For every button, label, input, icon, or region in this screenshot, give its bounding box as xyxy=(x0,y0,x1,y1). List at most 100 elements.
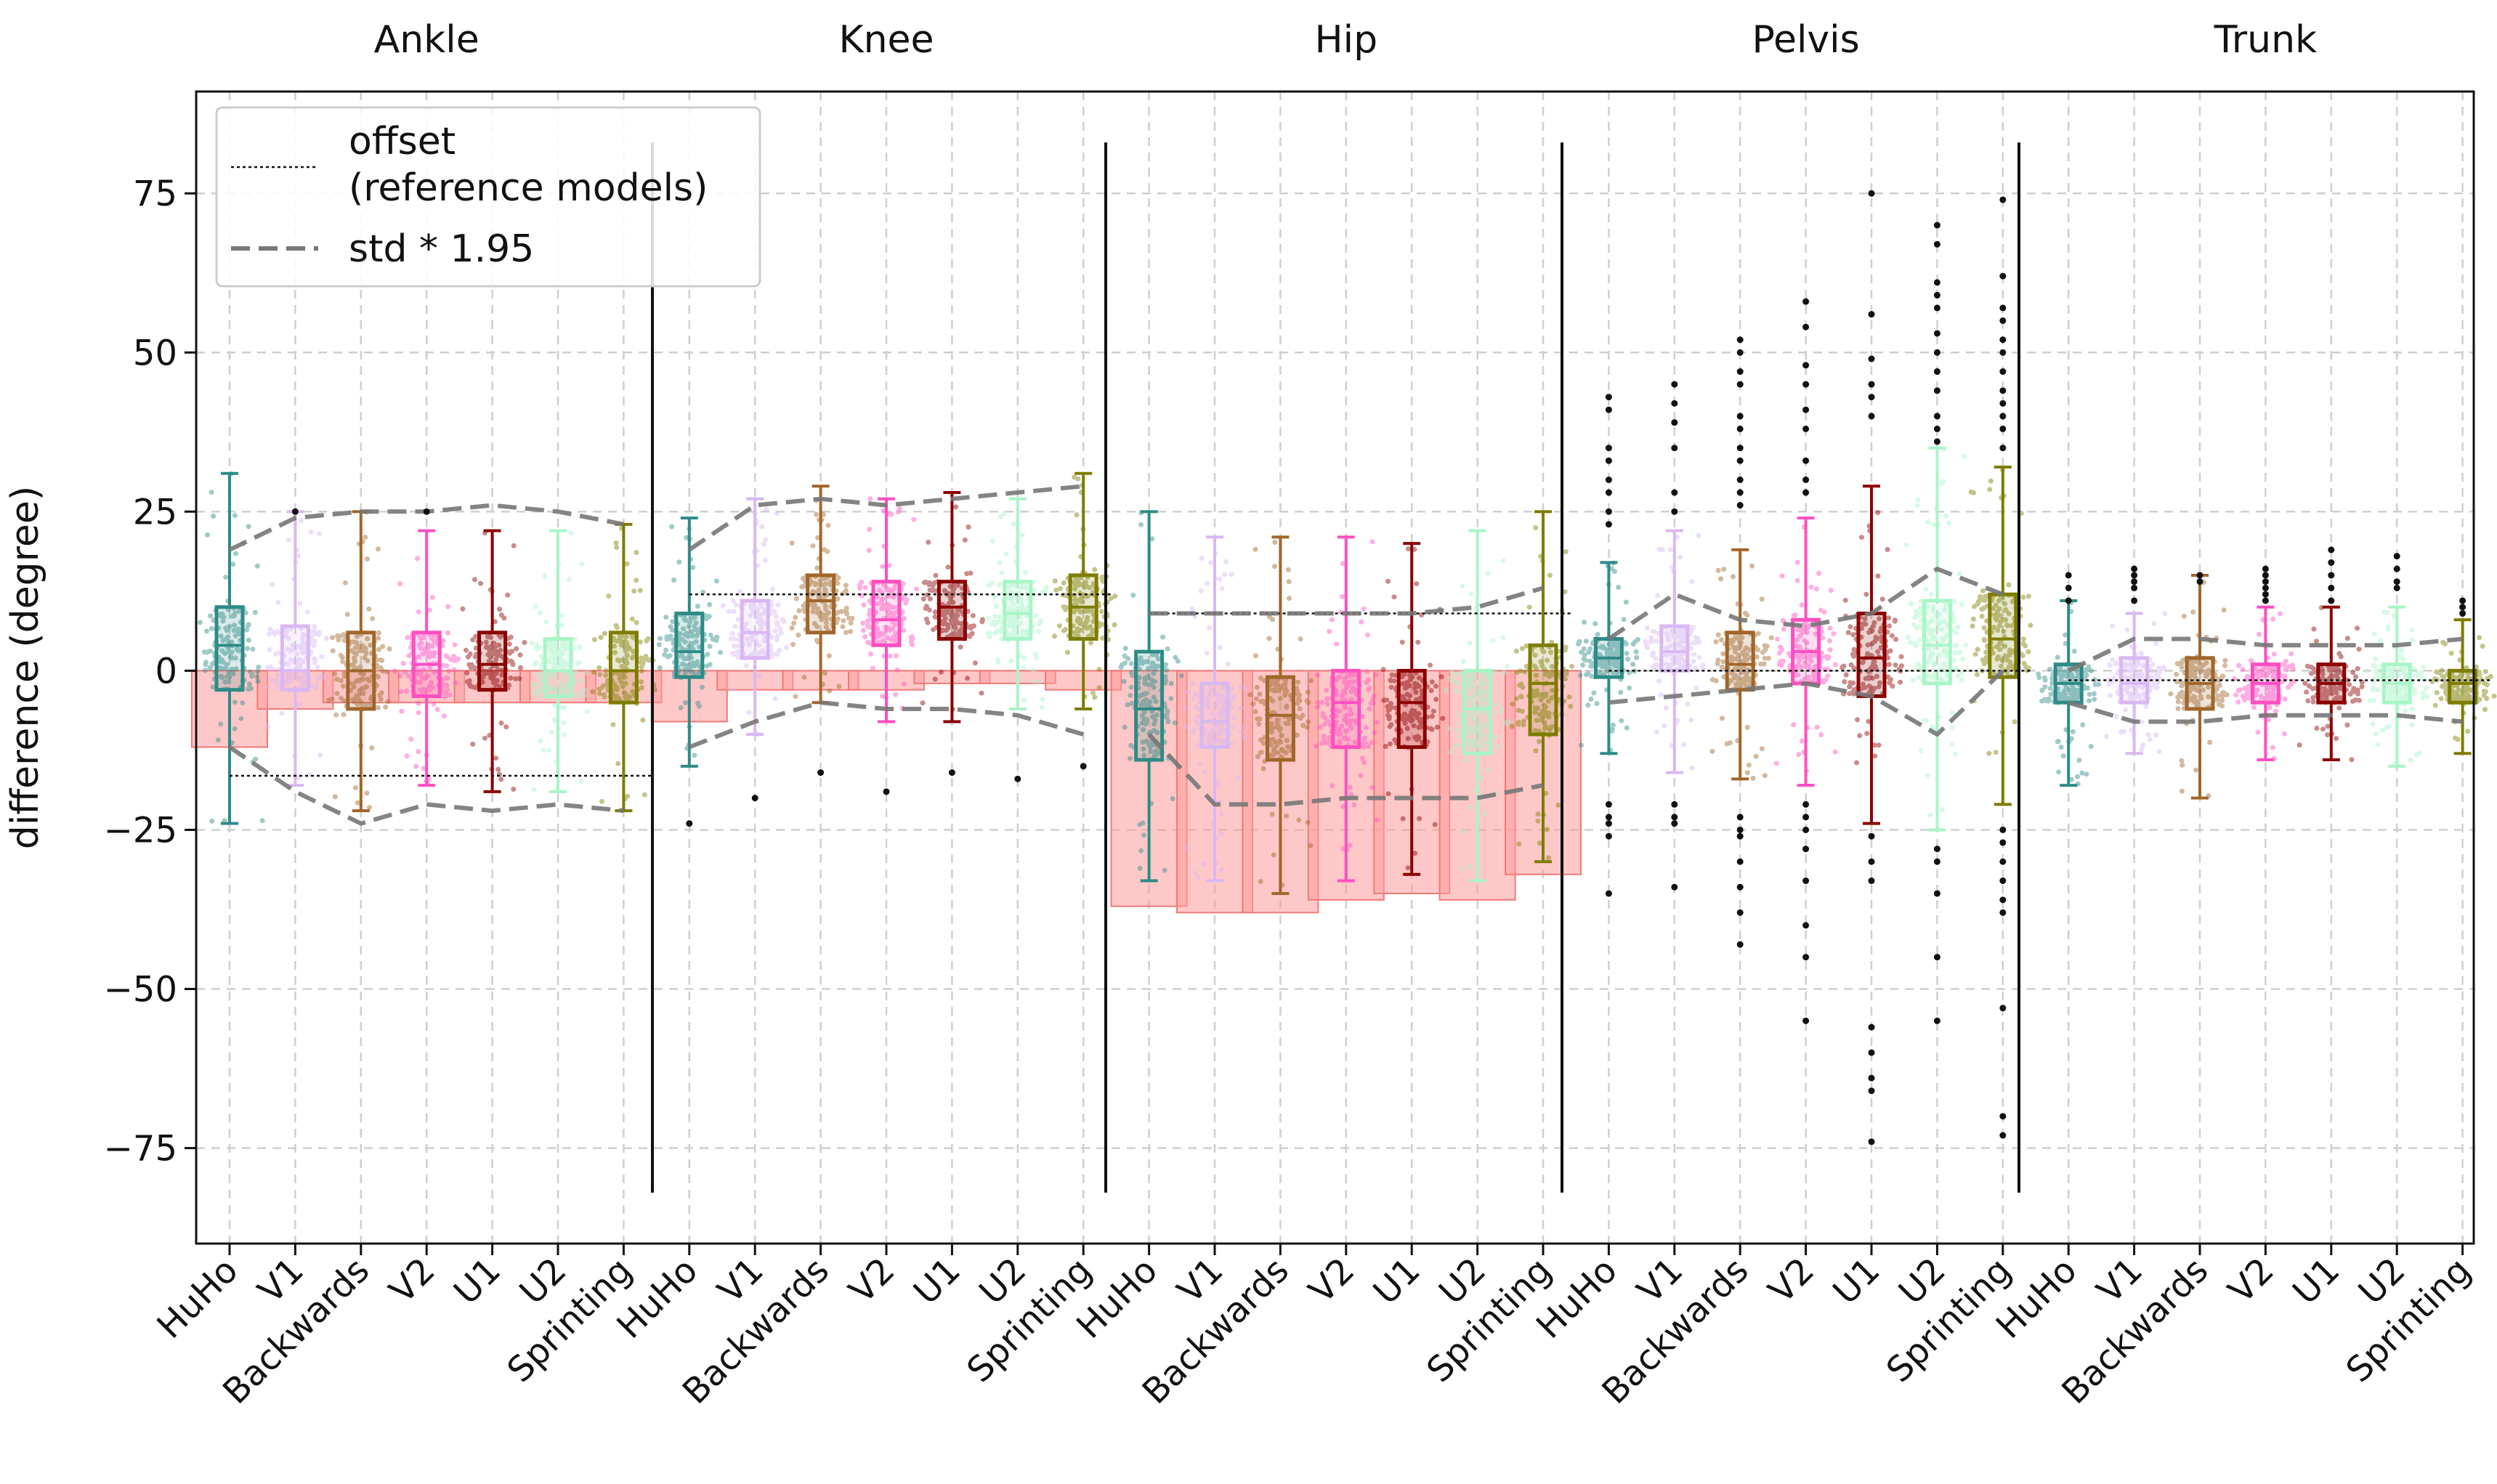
outlier-point xyxy=(2262,597,2269,604)
outlier-point xyxy=(1736,832,1744,840)
outlier-point xyxy=(1999,839,2007,846)
box-pelvis-v2 xyxy=(1791,516,1821,787)
box-iqr xyxy=(1199,681,1230,750)
outlier-point xyxy=(1802,814,1810,821)
group-separators xyxy=(651,142,2020,1193)
box-pelvis-backwards xyxy=(1725,548,1755,781)
box-trunk-sprinting xyxy=(2448,618,2478,755)
outlier-point xyxy=(1605,406,1612,413)
outlier-point xyxy=(1999,826,2007,833)
box-iqr xyxy=(674,612,705,679)
outlier-point xyxy=(1999,909,2007,916)
box-hip-u1 xyxy=(1396,542,1427,876)
box-iqr xyxy=(1396,668,1427,750)
outlier-point xyxy=(1802,800,1810,808)
box-pelvis-u1 xyxy=(1856,484,1887,825)
outlier-point xyxy=(291,508,299,515)
outlier-point xyxy=(2262,584,2269,591)
outlier-point xyxy=(1933,954,1940,961)
y-tick-label: 25 xyxy=(133,492,177,532)
outlier-point xyxy=(1605,457,1612,464)
outlier-point xyxy=(1868,1049,1875,1056)
outlier-point xyxy=(1868,1138,1875,1146)
outlier-point xyxy=(1933,425,1940,432)
outlier-point xyxy=(1671,400,1678,407)
outlier-point xyxy=(1802,877,1810,885)
outlier-point xyxy=(2131,578,2138,585)
legend-offset-label: offset xyxy=(349,120,456,163)
box-iqr xyxy=(1988,592,2018,679)
box-trunk-huho xyxy=(2053,599,2084,787)
outlier-point xyxy=(1605,508,1612,515)
box-ankle-u1 xyxy=(477,529,508,793)
outlier-point xyxy=(1736,489,1744,496)
x-tick-label: V2 xyxy=(1301,1250,1362,1311)
outlier-point xyxy=(1999,400,2007,407)
box-pelvis-u2 xyxy=(1922,446,1952,832)
outlier-point xyxy=(1999,1132,2007,1139)
outlier-point xyxy=(1671,814,1678,821)
box-iqr xyxy=(1528,643,1558,737)
outlier-point xyxy=(423,508,430,515)
outlier-point xyxy=(1736,814,1744,821)
outlier-point xyxy=(1999,896,2007,904)
outlier-point xyxy=(2459,610,2466,617)
outlier-point xyxy=(1999,445,2007,452)
y-tick-label: −25 xyxy=(104,810,177,851)
outlier-point xyxy=(2328,546,2335,554)
box-trunk-v2 xyxy=(2250,605,2281,762)
std-line-lower xyxy=(2068,700,2463,724)
box-hip-backwards xyxy=(1265,535,1295,896)
y-axis-title: difference (degree) xyxy=(4,486,47,849)
box-hip-u2 xyxy=(1462,529,1493,883)
outlier-point xyxy=(1999,304,2007,312)
outlier-point xyxy=(1605,477,1612,484)
outlier-point xyxy=(1933,279,1940,286)
outlier-point xyxy=(1999,1113,2007,1120)
outlier-point xyxy=(1605,890,1612,897)
outlier-point xyxy=(883,788,890,795)
box-knee-u1 xyxy=(936,491,967,723)
outlier-point xyxy=(1933,438,1940,445)
group-label: Pelvis xyxy=(1752,18,1859,62)
box-pelvis-v1 xyxy=(1659,529,1690,774)
outlier-point xyxy=(2459,604,2466,611)
outlier-point xyxy=(2393,578,2400,585)
group-label: Hip xyxy=(1315,18,1378,62)
outlier-point xyxy=(1933,368,1940,376)
outlier-point xyxy=(1605,445,1612,452)
plot-frame xyxy=(195,90,2475,1245)
outlier-point xyxy=(1999,858,2007,865)
outlier-points xyxy=(291,190,2466,1146)
box-pelvis-sprinting xyxy=(1988,465,2018,806)
outlier-point xyxy=(1736,381,1744,388)
outlier-point xyxy=(1999,413,2007,420)
outlier-point xyxy=(2262,565,2269,572)
point-cloud xyxy=(857,496,920,711)
outlier-point xyxy=(1999,317,2007,324)
box-iqr xyxy=(1003,580,1033,641)
outlier-point xyxy=(2065,584,2072,591)
box-pelvis-huho xyxy=(1593,561,1624,755)
std-line-upper xyxy=(1149,585,1544,616)
outlier-point xyxy=(1868,1074,1875,1082)
outlier-point xyxy=(817,769,825,777)
group-label: Trunk xyxy=(2214,18,2318,62)
outlier-point xyxy=(1671,508,1678,515)
box-iqr xyxy=(871,580,902,647)
box-trunk-u1 xyxy=(2316,605,2347,762)
outlier-point xyxy=(1736,349,1744,356)
outlier-point xyxy=(1802,489,1810,496)
outlier-point xyxy=(1933,291,1940,299)
outlier-point xyxy=(1868,858,1875,865)
point-cloud xyxy=(1247,540,1314,888)
box-ankle-huho xyxy=(214,471,245,825)
x-tick-label: V2 xyxy=(2220,1250,2281,1311)
outlier-point xyxy=(1802,826,1810,833)
outlier-point xyxy=(1671,820,1678,827)
outlier-point xyxy=(2065,572,2072,579)
box-ankle-backwards xyxy=(346,510,376,813)
outlier-point xyxy=(686,820,693,827)
